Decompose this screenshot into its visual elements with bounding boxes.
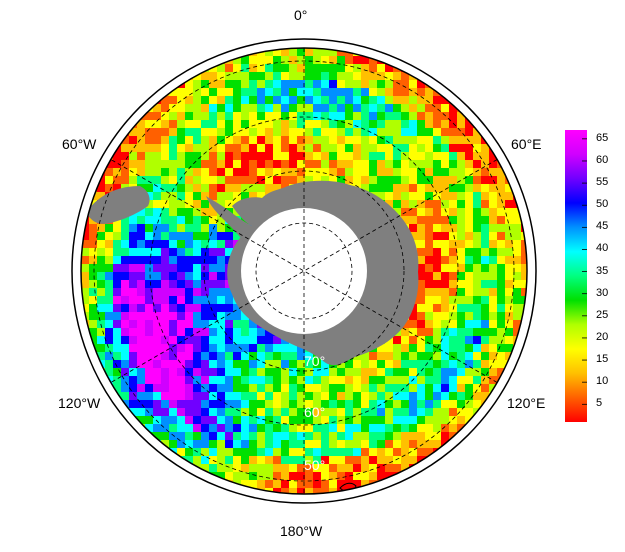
parallel-circle [255,222,353,320]
colorbar-label: 20 [596,330,609,343]
parallel-circle [203,170,405,372]
land-layer [86,180,419,493]
lon-label-120w: 120°W [58,395,101,411]
lon-label-60w: 60°W [62,136,97,152]
colorbar-label: 10 [596,375,609,388]
colorbar-label: 45 [596,220,609,233]
colorbar-label: 65 [596,131,609,144]
colorbar-ramp [565,130,587,422]
colorbar-label: 5 [596,397,603,410]
meridian-line [110,159,498,383]
lat-label-50: 50° [304,457,325,473]
colorbar-label: 50 [596,198,609,211]
lat-label-60: 60° [304,404,325,420]
lon-label-0: 0° [294,7,308,23]
map-frame [80,47,528,495]
parallel-circle [149,116,459,426]
lon-label-180w: 180°W [280,523,323,539]
map-frame-outer [71,38,537,504]
lat-label-70: 70° [304,353,325,369]
colorbar-label: 60 [596,153,609,166]
colorbar-label: 25 [596,308,609,321]
pole-hole [241,208,367,334]
lon-label-120e: 120°E [507,395,546,411]
colorbar-label: 35 [596,264,609,277]
latitude-labels: 70° 60° 50° [304,353,325,473]
graticule [93,48,515,494]
antarctic-peninsula [206,196,252,246]
colorbar-label: 30 [596,286,609,299]
lon-label-60e: 60°E [511,136,542,152]
colorbar-tick-marks [582,138,587,405]
colorbar [565,130,587,422]
parallel-circle [93,60,515,482]
meridian-line [110,159,498,383]
colorbar-label: 15 [596,353,609,366]
colorbar-label: 40 [596,242,609,255]
colorbar-label: 55 [596,176,609,189]
